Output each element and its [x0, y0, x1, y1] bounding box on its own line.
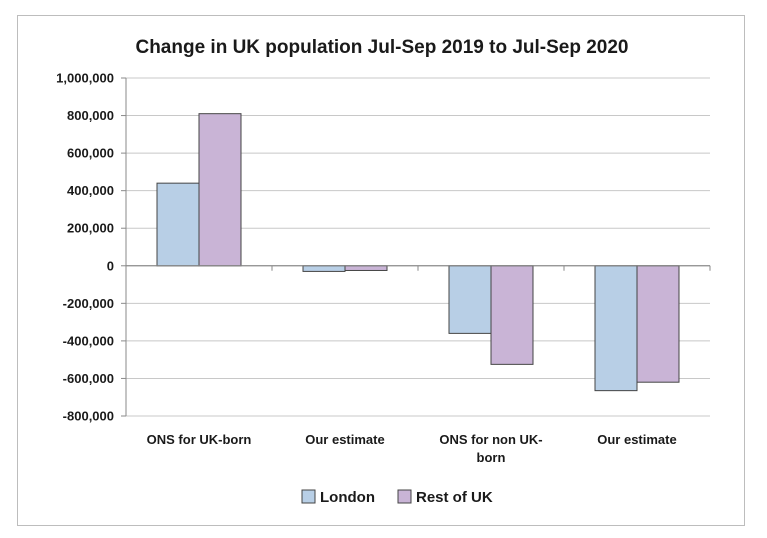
bar-london: [594, 265, 638, 392]
bars: [156, 113, 680, 392]
bar-rest-of-uk: [490, 265, 534, 365]
y-tick-label: -200,000: [63, 296, 114, 311]
x-tick-label: ONS for non UK-born: [439, 432, 542, 465]
legend-label: London: [320, 489, 375, 506]
bar-rest-of-uk: [344, 265, 388, 271]
legend-label: Rest of UK: [416, 489, 493, 506]
bar-london: [302, 265, 346, 272]
y-tick-label: 800,000: [67, 108, 114, 123]
bar-rest-of-uk: [198, 113, 242, 267]
y-tick-label: -600,000: [63, 371, 114, 386]
legend-swatch: [301, 489, 316, 504]
y-axis-ticks: 1,000,000 800,000 600,000 400,000 200,000 0 -2…: [56, 71, 127, 424]
y-tick-label: 400,000: [67, 183, 114, 198]
legend: London Rest of UK: [301, 489, 493, 506]
x-axis-ticks: ONS for UK-born Our estimate ONS for non U…: [147, 432, 677, 465]
y-tick-label: -400,000: [63, 333, 114, 348]
chart-title: Change in UK population Jul-Sep 2019 to …: [135, 37, 628, 58]
legend-swatch: [397, 489, 412, 504]
bar-rest-of-uk: [636, 265, 680, 383]
x-tick-label: Our estimate: [305, 432, 384, 447]
y-tick-label: -800,000: [63, 409, 114, 424]
y-tick-label: 1,000,000: [56, 71, 114, 86]
y-tick-label: 200,000: [67, 221, 114, 236]
bar-london: [156, 182, 200, 267]
x-tick-label: Our estimate: [597, 432, 676, 447]
y-tick-label: 0: [107, 258, 114, 273]
bar-london: [448, 265, 492, 334]
x-axis: [125, 265, 711, 271]
x-tick-label: ONS for UK-born: [147, 432, 252, 447]
y-tick-label: 600,000: [67, 146, 114, 161]
